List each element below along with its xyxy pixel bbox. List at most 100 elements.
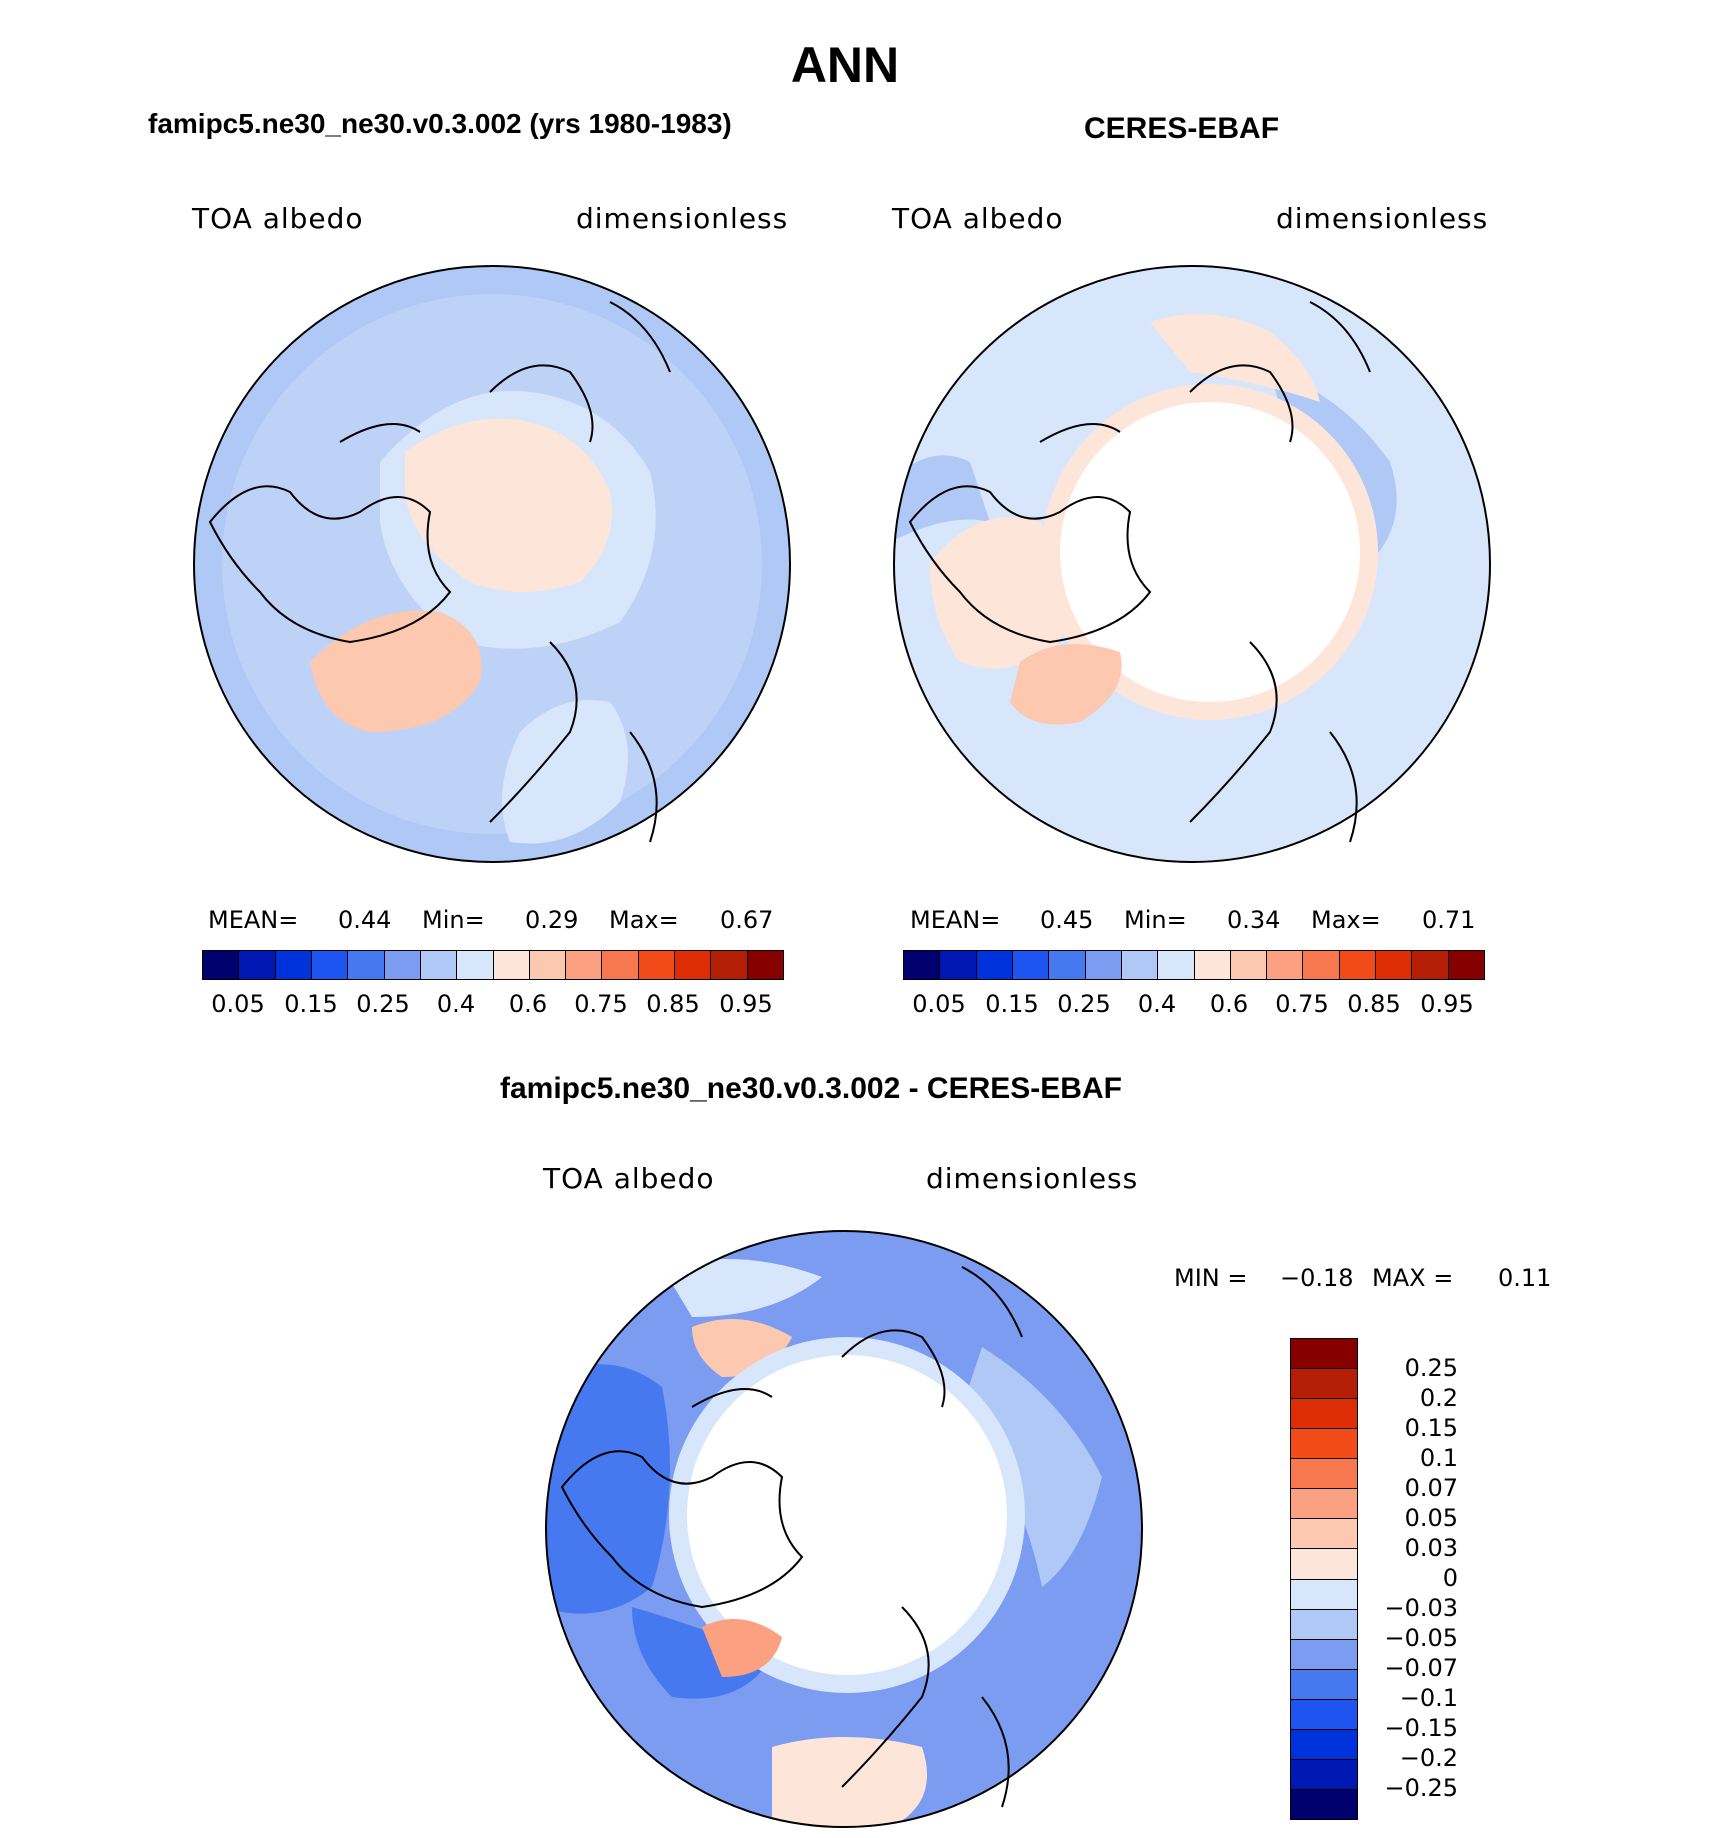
diff-tick: −0.15 [1384, 1714, 1458, 1742]
siberia-field [1150, 314, 1320, 402]
colorbar-swatch [904, 951, 941, 979]
colorbar-swatch [1291, 1369, 1357, 1400]
obs-tick: 0.25 [1057, 990, 1111, 1018]
obs-colorbar [903, 950, 1485, 980]
figure-title: ANN [790, 37, 900, 93]
map-border [193, 265, 791, 863]
model-tick: 0.6 [508, 990, 548, 1018]
colorbar-swatch [1121, 951, 1159, 979]
model-tick: 0.25 [356, 990, 410, 1018]
colorbar-swatch [1291, 1699, 1357, 1730]
arctic-ocean-field [405, 418, 612, 592]
diff-tick: −0.1 [1399, 1684, 1458, 1712]
model-tick: 0.4 [436, 990, 476, 1018]
obs-panel-header: CERES-EBAF [1084, 112, 1280, 145]
diff-tick: 0.15 [1404, 1414, 1458, 1442]
obs-units-label: dimensionless [1276, 202, 1489, 235]
obs-tick: 0.85 [1347, 990, 1401, 1018]
diff-units-label: dimensionless [926, 1162, 1139, 1195]
colorbar-swatch [1085, 951, 1122, 979]
colorbar-swatch [529, 951, 567, 979]
colorbar-swatch [1291, 1579, 1357, 1610]
diff-max-value: 0.11 [1498, 1264, 1552, 1292]
pacific-field [962, 1347, 1102, 1587]
colorbar-swatch [1291, 1429, 1357, 1460]
colorbar-swatch [348, 951, 385, 979]
colorbar-swatch [711, 951, 748, 979]
obs-tick: 0.95 [1420, 990, 1474, 1018]
colorbar-swatch [1291, 1399, 1357, 1430]
obs-colorbar-ticks: 0.05 0.15 0.25 0.4 0.6 0.75 0.85 0.95 [903, 990, 1483, 1020]
model-max-label: Max= [609, 906, 679, 934]
colorbar-swatch [239, 951, 276, 979]
colorbar-swatch [1291, 1549, 1357, 1580]
diff-tick: −0.03 [1384, 1594, 1458, 1622]
colorbar-swatch [1339, 951, 1377, 979]
obs-tick: 0.6 [1209, 990, 1249, 1018]
atlantic-negative-field [546, 1364, 670, 1614]
diff-polar-map [545, 1230, 1143, 1828]
colorbar-swatch [1291, 1489, 1357, 1520]
colorbar-swatch [1448, 951, 1484, 979]
colorbar-swatch [493, 951, 530, 979]
colorbar-swatch [311, 951, 349, 979]
coastlines [560, 1266, 1023, 1808]
model-min-label: Min= [422, 906, 485, 934]
obs-min-label: Min= [1124, 906, 1187, 934]
colorbar-swatch [747, 951, 783, 979]
model-units-label: dimensionless [576, 202, 789, 235]
colorbar-swatch [1291, 1669, 1357, 1700]
obs-tick: 0.05 [912, 990, 966, 1018]
colorbar-swatch [203, 951, 240, 979]
colorbar-swatch [1291, 1609, 1357, 1640]
model-colorbar [202, 950, 784, 980]
coastlines [208, 301, 671, 843]
colorbar-swatch [1303, 951, 1340, 979]
obs-tick: 0.75 [1275, 990, 1329, 1018]
colorbar-swatch [1267, 951, 1304, 979]
canada-field [930, 517, 1067, 669]
colorbar-swatch [1291, 1639, 1357, 1670]
siberia-field [662, 1259, 822, 1317]
diff-tick: 0.03 [1404, 1534, 1458, 1562]
colorbar-swatch [1049, 951, 1086, 979]
obs-tick: 0.4 [1137, 990, 1177, 1018]
colorbar-swatch [1291, 1759, 1357, 1790]
europe-field [772, 1737, 927, 1827]
colorbar-swatch [1012, 951, 1050, 979]
colorbar-swatch [1291, 1729, 1357, 1760]
diff-variable-label: TOA albedo [543, 1162, 715, 1195]
model-mean-value: 0.44 [338, 906, 392, 934]
colorbar-swatch [1376, 951, 1413, 979]
colorbar-swatch [1158, 951, 1195, 979]
obs-max-label: Max= [1311, 906, 1381, 934]
colorbar-swatch [275, 951, 312, 979]
model-tick: 0.85 [646, 990, 700, 1018]
colorbar-swatch [1291, 1789, 1357, 1819]
colorbar-swatch [638, 951, 676, 979]
missing-data-disc [687, 1355, 1007, 1675]
model-polar-map [193, 265, 791, 863]
map-border [893, 265, 1491, 863]
colorbar-swatch [1291, 1519, 1357, 1550]
colorbar-swatch [566, 951, 603, 979]
hudson-field [894, 455, 990, 542]
diff-tick: −0.05 [1384, 1624, 1458, 1652]
colorbar-swatch [1194, 951, 1231, 979]
diff-panel-header: famipc5.ne30_ne30.v0.3.002 - CERES-EBAF [500, 1072, 1122, 1105]
colorbar-swatch [1291, 1339, 1357, 1370]
diff-max-label: MAX = [1372, 1264, 1454, 1292]
colorbar-swatch [457, 951, 494, 979]
diff-min-label: MIN = [1174, 1264, 1248, 1292]
coastlines [908, 301, 1371, 843]
obs-polar-map [893, 265, 1491, 863]
model-max-value: 0.67 [720, 906, 774, 934]
diff-colorbar [1290, 1338, 1358, 1820]
model-mean-label: MEAN= [208, 906, 299, 934]
colorbar-swatch [602, 951, 639, 979]
diff-tick: 0.05 [1404, 1504, 1458, 1532]
diff-tick: −0.25 [1384, 1774, 1458, 1802]
obs-mean-label: MEAN= [910, 906, 1001, 934]
diff-tick: 0.2 [1419, 1384, 1458, 1412]
colorbar-swatch [1412, 951, 1449, 979]
